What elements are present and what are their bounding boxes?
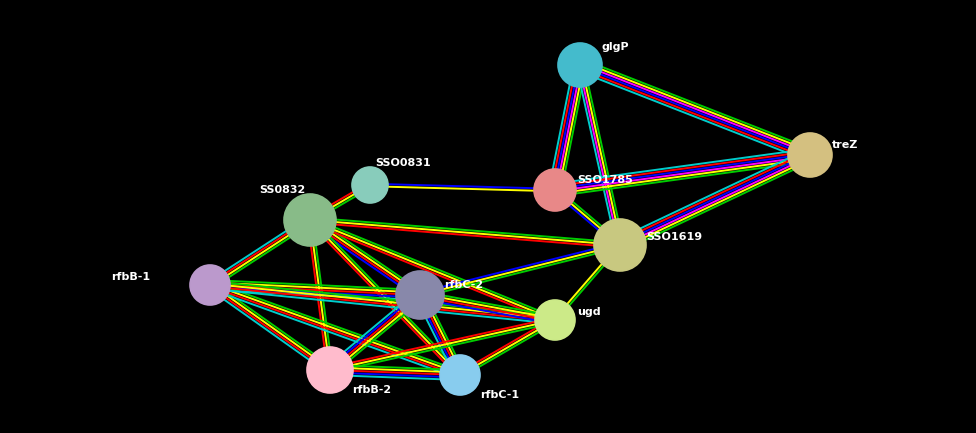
Text: glgP: glgP xyxy=(602,42,630,52)
Circle shape xyxy=(594,219,646,271)
Circle shape xyxy=(558,43,602,87)
Text: SS0832: SS0832 xyxy=(259,185,305,195)
Circle shape xyxy=(190,265,230,305)
Text: rfbB-2: rfbB-2 xyxy=(352,385,391,395)
Circle shape xyxy=(535,300,575,340)
Text: SSO1785: SSO1785 xyxy=(577,175,632,185)
Circle shape xyxy=(396,271,444,319)
Text: ugd: ugd xyxy=(577,307,600,317)
Circle shape xyxy=(534,169,576,211)
Circle shape xyxy=(284,194,336,246)
Circle shape xyxy=(352,167,388,203)
Text: treZ: treZ xyxy=(832,140,858,150)
Text: rfbB-1: rfbB-1 xyxy=(111,272,150,282)
Text: SSO1619: SSO1619 xyxy=(646,232,702,242)
Circle shape xyxy=(307,347,353,393)
Text: SSO0831: SSO0831 xyxy=(375,158,430,168)
Text: rfbC-2: rfbC-2 xyxy=(444,280,483,290)
Circle shape xyxy=(440,355,480,395)
Circle shape xyxy=(788,133,832,177)
Text: rfbC-1: rfbC-1 xyxy=(480,390,519,400)
